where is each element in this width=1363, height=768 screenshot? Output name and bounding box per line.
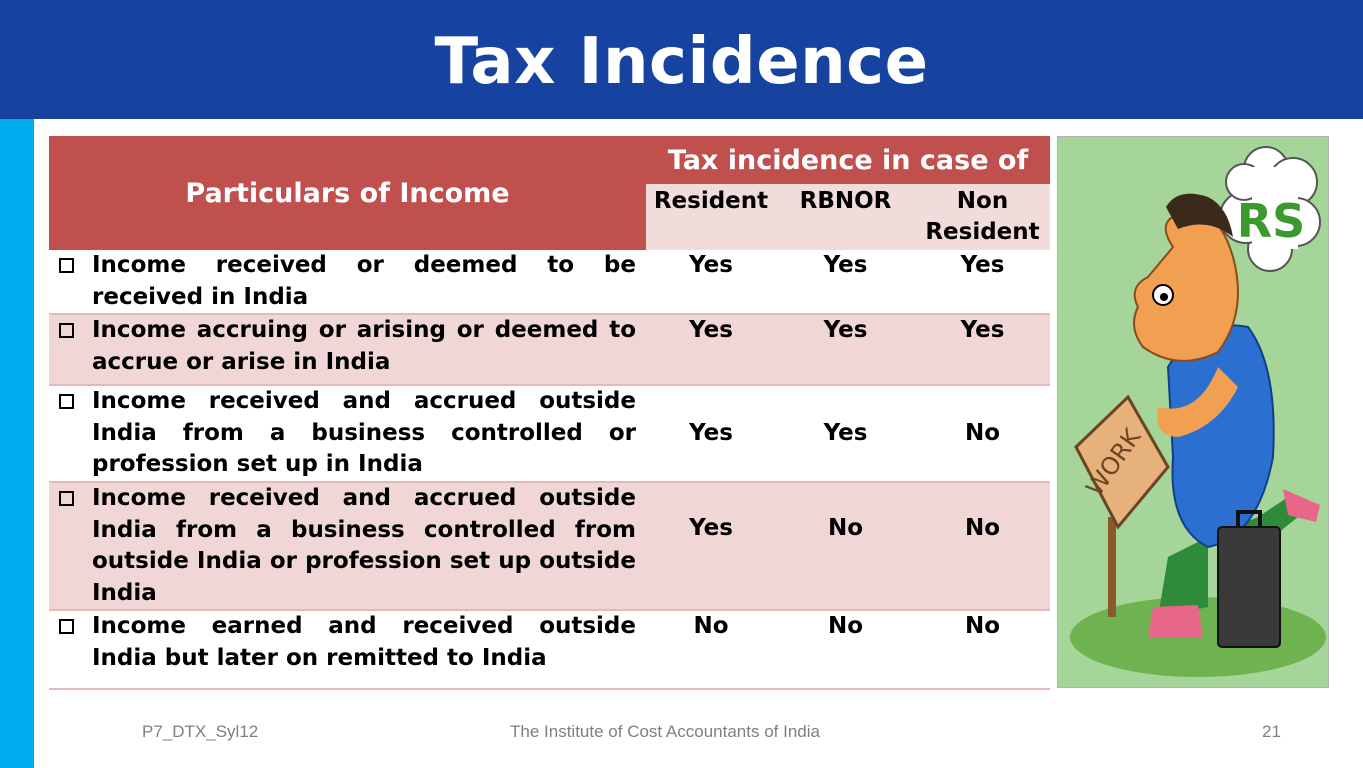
checkbox-bullet-icon xyxy=(59,394,74,409)
table-row: Income received and accrued outside Indi… xyxy=(49,482,1050,611)
table-row: Income received and accrued outside Indi… xyxy=(49,385,1050,483)
rbnor-cell: No xyxy=(776,482,915,611)
column-header-non-resident: Non Resident xyxy=(915,184,1050,250)
table-row: Income received or deemed to be received… xyxy=(49,250,1050,315)
particular-cell: Income received and accrued outside Indi… xyxy=(49,482,646,611)
particular-text: Income received and accrued outside Indi… xyxy=(92,388,636,477)
rbnor-cell: Yes xyxy=(776,385,915,483)
footer-left-code: P7_DTX_Syl12 xyxy=(142,722,259,741)
page-number: 21 xyxy=(1262,722,1281,741)
resident-cell: Yes xyxy=(646,314,776,386)
table-row: Income earned and received outside India… xyxy=(49,610,1050,690)
man-walking-to-work-image: RS WORK xyxy=(1070,146,1326,677)
rbnor-cell: Yes xyxy=(776,250,915,315)
resident-cell: No xyxy=(646,610,776,690)
particular-cell: Income received and accrued outside Indi… xyxy=(49,385,646,483)
resident-cell: Yes xyxy=(646,250,776,315)
non-resident-cell: No xyxy=(915,385,1050,483)
particular-cell: Income earned and received outside India… xyxy=(49,610,646,690)
cloud-rupee-label: RS xyxy=(1237,194,1306,248)
tax-incidence-table: Particulars of Income Tax incidence in c… xyxy=(49,136,1050,690)
checkbox-bullet-icon xyxy=(59,491,74,506)
column-header-rbnor: RBNOR xyxy=(776,184,915,250)
non-resident-cell: Yes xyxy=(915,250,1050,315)
resident-cell: Yes xyxy=(646,482,776,611)
particulars-header: Particulars of Income xyxy=(49,136,646,250)
footer-institute-name: The Institute of Cost Accountants of Ind… xyxy=(510,722,820,741)
particular-cell: Income accruing or arising or deemed to … xyxy=(49,314,646,386)
particular-text: Income earned and received outside India… xyxy=(92,613,636,671)
title-bar xyxy=(0,0,1363,119)
slide-title: Tax Incidence xyxy=(434,25,929,99)
cartoon-illustration: RS WORK xyxy=(1057,136,1329,688)
rbnor-cell: No xyxy=(776,610,915,690)
particular-cell: Income received or deemed to be received… xyxy=(49,250,646,315)
non-resident-cell: No xyxy=(915,482,1050,611)
left-accent-strip xyxy=(0,119,34,768)
non-resident-cell: No xyxy=(915,610,1050,690)
resident-cell: Yes xyxy=(646,385,776,483)
particular-text: Income received and accrued outside Indi… xyxy=(92,485,636,606)
column-header-resident: Resident xyxy=(646,184,776,250)
checkbox-bullet-icon xyxy=(59,258,74,273)
checkbox-bullet-icon xyxy=(59,323,74,338)
particular-text: Income accruing or arising or deemed to … xyxy=(92,317,636,375)
group-header: Tax incidence in case of xyxy=(646,136,1050,184)
particular-text: Income received or deemed to be received… xyxy=(92,252,636,310)
table-row: Income accruing or arising or deemed to … xyxy=(49,314,1050,386)
non-resident-cell: Yes xyxy=(915,314,1050,386)
checkbox-bullet-icon xyxy=(59,619,74,634)
rbnor-cell: Yes xyxy=(776,314,915,386)
